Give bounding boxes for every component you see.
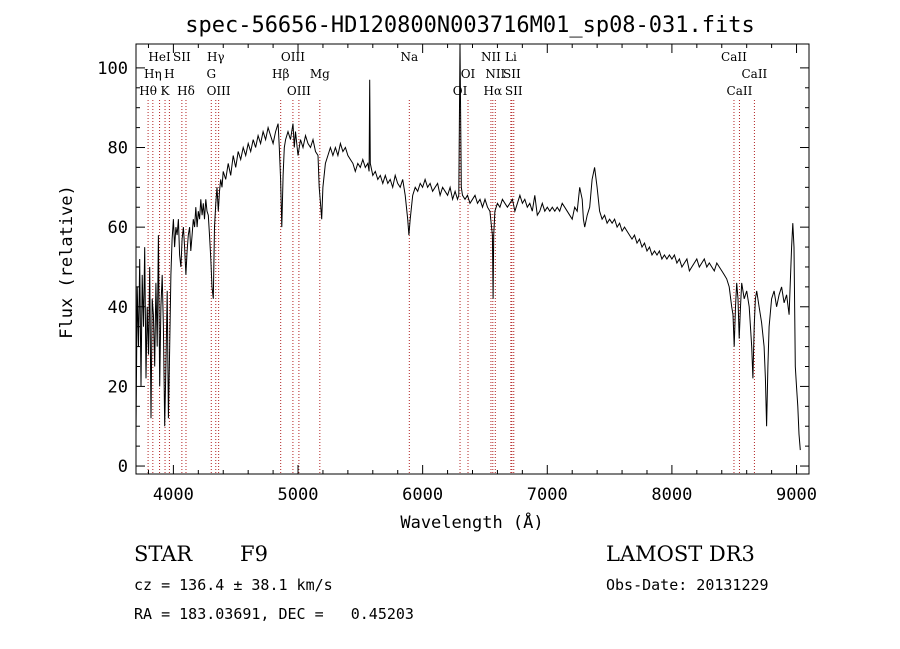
y-tick-label: 40 xyxy=(108,298,128,318)
line-label-0: Hθ xyxy=(139,84,157,98)
line-label-14: Na xyxy=(400,50,418,64)
y-tick-label: 80 xyxy=(108,139,128,159)
subclass: F9 xyxy=(240,542,268,566)
object-class: STAR xyxy=(134,542,193,566)
x-tick-label: 9000 xyxy=(776,485,817,505)
chart-title: spec-56656-HD120800N003716M01_sp08-031.f… xyxy=(185,13,755,38)
line-label-13: Mg xyxy=(310,67,330,81)
line-label-11: OIII xyxy=(281,50,305,64)
line-label-18: Hα xyxy=(484,84,503,98)
survey-name: LAMOST DR3 xyxy=(606,542,755,566)
spectral-line-markers: HθHηHeIKHSIIHδHγGOIIIHβOIIIOIIIMgNaOIOIN… xyxy=(139,50,768,474)
line-label-12: OIII xyxy=(287,84,311,98)
line-label-23: CaII xyxy=(721,50,747,64)
y-axis: 0 20 40 60 80 100 xyxy=(97,59,809,477)
line-label-6: Hδ xyxy=(177,84,195,98)
line-label-5: SII xyxy=(173,50,191,64)
x-tick-label: 5000 xyxy=(278,485,319,505)
obs-date: Obs-Date: 20131229 xyxy=(606,576,769,594)
y-tick-label: 0 xyxy=(118,457,128,477)
line-label-20: Li xyxy=(505,50,517,64)
line-label-25: CaII xyxy=(741,67,767,81)
x-axis: 4000 5000 6000 7000 8000 9000 xyxy=(147,44,817,505)
plot-frame xyxy=(135,43,810,475)
redshift-readout: cz = 136.4 ± 38.1 km/s xyxy=(134,576,333,594)
line-label-22: SII xyxy=(505,84,523,98)
line-label-10: Hβ xyxy=(272,67,289,81)
line-label-17: NII xyxy=(481,50,501,64)
line-label-8: G xyxy=(206,67,216,81)
line-label-4: H xyxy=(164,67,174,81)
line-label-7: Hγ xyxy=(207,50,225,64)
line-label-21: SII xyxy=(503,67,521,81)
line-label-3: K xyxy=(161,84,171,98)
coordinates: RA = 183.03691, DEC = 0.45203 xyxy=(134,605,414,623)
x-tick-label: 8000 xyxy=(651,485,692,505)
y-axis-label: Flux (relative) xyxy=(57,185,77,339)
y-tick-label: 100 xyxy=(97,59,128,79)
x-tick-label: 4000 xyxy=(153,485,194,505)
x-tick-label: 7000 xyxy=(527,485,568,505)
x-tick-label: 6000 xyxy=(402,485,443,505)
line-label-19: NII xyxy=(485,67,505,81)
line-label-1: Hη xyxy=(144,67,162,81)
y-tick-label: 60 xyxy=(108,218,128,238)
spectrum-series-line xyxy=(135,43,801,451)
line-label-2: HeI xyxy=(148,50,171,64)
y-tick-label: 20 xyxy=(108,377,128,397)
line-label-9: OIII xyxy=(207,84,231,98)
x-axis-label: Wavelength (Å) xyxy=(400,511,543,533)
line-label-16: OI xyxy=(461,67,476,81)
line-label-24: CaII xyxy=(727,84,753,98)
